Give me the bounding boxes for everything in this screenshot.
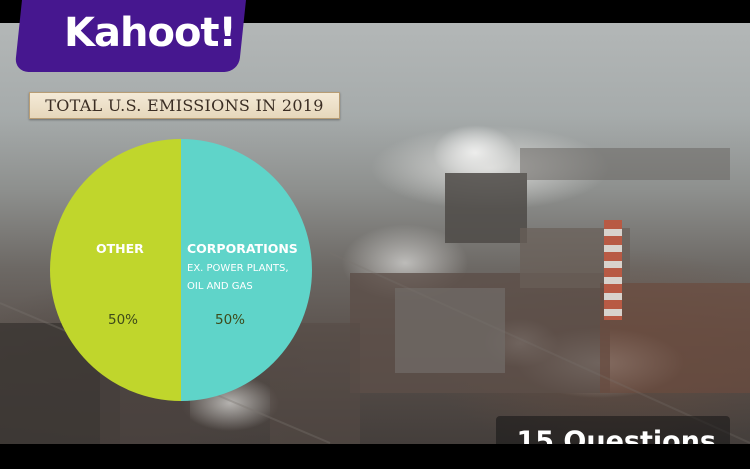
video-frame: TOTAL U.S. EMISSIONS IN 2019 OTHER 50% COR… <box>0 23 750 444</box>
pie-label-corporations: CORPORATIONS <box>187 241 298 256</box>
pie-value-corporations: 50% <box>215 312 245 328</box>
emissions-pie-chart: OTHER 50% CORPORATIONS EX. POWER PLANTS, OIL… <box>50 139 312 401</box>
pie-sublabel-line: EX. POWER PLANTS, <box>187 263 289 274</box>
smokestack <box>604 220 622 320</box>
chart-title-banner: TOTAL U.S. EMISSIONS IN 2019 <box>29 92 340 119</box>
pie-sublabel-line: OIL AND GAS <box>187 281 253 292</box>
pie-label-other: OTHER <box>96 241 144 256</box>
pie-value-other: 50% <box>108 312 138 328</box>
pie-slice-corporations <box>181 139 312 401</box>
kahoot-logo: Kahoot! <box>64 10 237 56</box>
pie-slice-other <box>50 139 181 401</box>
chart-title: TOTAL U.S. EMISSIONS IN 2019 <box>45 96 324 115</box>
letterbox-bottom <box>0 444 750 469</box>
